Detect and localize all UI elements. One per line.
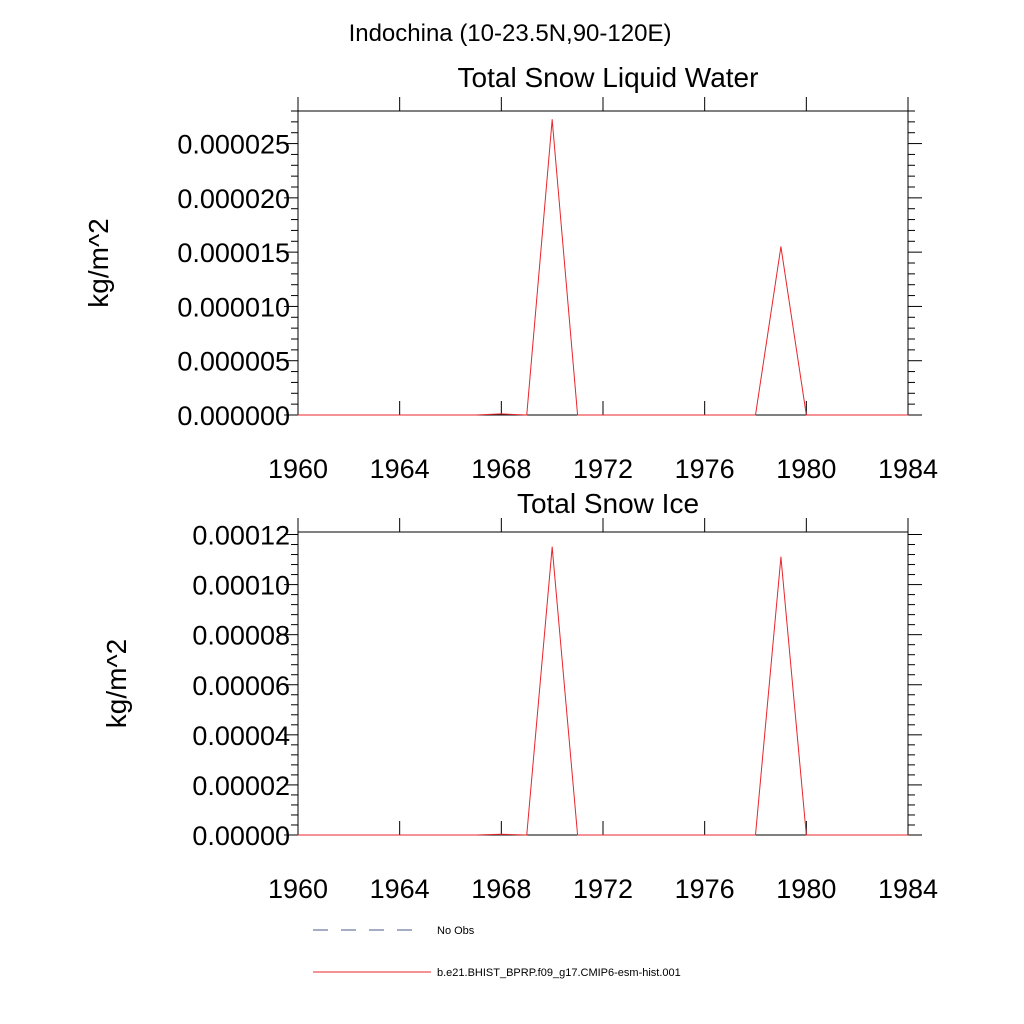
x-tick-label: 1972 [573, 874, 633, 904]
data-point [475, 414, 477, 416]
data-point [653, 834, 655, 836]
x-tick-label: 1976 [675, 454, 735, 484]
data-point [500, 413, 502, 415]
data-point [755, 414, 756, 416]
y-axis-label: kg/m^2 [83, 218, 114, 307]
data-point [729, 834, 731, 836]
data-point [805, 834, 807, 836]
legend-obs-label: No Obs [437, 925, 475, 937]
x-tick-label: 1984 [878, 454, 938, 484]
x-tick-label: 1964 [370, 454, 430, 484]
y-axis-label: kg/m^2 [101, 639, 132, 728]
x-tick-label: 1964 [370, 874, 430, 904]
legend-model-label: b.e21.BHIST_BPRP.f09_g17.CMIP6-esm-hist.… [437, 967, 681, 979]
data-point [882, 414, 884, 416]
legend: No Obs b.e21.BHIST_BPRP.f09_g17.CMIP6-es… [313, 925, 681, 979]
data-point [653, 414, 655, 416]
data-point [755, 834, 756, 836]
series-line [298, 546, 908, 836]
data-point [348, 414, 350, 416]
data-point [399, 834, 401, 836]
y-tick-label: 0.000020 [177, 184, 290, 214]
data-point [322, 414, 324, 416]
data-point [373, 414, 375, 416]
data-point [297, 414, 299, 416]
x-tick-label: 1976 [675, 874, 735, 904]
y-tick-label: 0.00004 [192, 721, 290, 751]
data-point [780, 246, 782, 248]
data-point [627, 834, 629, 836]
data-point [704, 414, 706, 416]
plot-frame [297, 110, 909, 416]
x-tick-label: 1984 [878, 874, 938, 904]
data-point [831, 834, 833, 836]
data-point [577, 834, 579, 836]
data-point [907, 834, 909, 836]
panel-title: Total Snow Liquid Water [458, 62, 759, 93]
data-point [805, 414, 807, 416]
data-point [678, 414, 680, 416]
data-point [704, 834, 706, 836]
data-point [678, 834, 680, 836]
data-point [577, 414, 579, 416]
data-point [907, 414, 909, 416]
data-point [322, 834, 324, 836]
data-point [856, 414, 858, 416]
data-point [399, 414, 401, 416]
data-point [424, 414, 426, 416]
data-point [475, 834, 477, 836]
x-tick-label: 1980 [776, 454, 836, 484]
x-tick-label: 1960 [268, 874, 328, 904]
y-tick-label: 0.00000 [192, 821, 290, 851]
data-point [526, 834, 528, 836]
x-tick-label: 1968 [471, 874, 531, 904]
data-point [551, 119, 553, 121]
data-point [831, 414, 833, 416]
plot-frame [297, 531, 909, 836]
x-tick-label: 1980 [776, 874, 836, 904]
y-tick-label: 0.000015 [177, 238, 290, 268]
x-tick-label: 1968 [471, 454, 531, 484]
data-point [373, 834, 375, 836]
data-point [780, 556, 782, 558]
y-tick-label: 0.00008 [192, 621, 290, 651]
data-point [450, 834, 451, 836]
y-tick-label: 0.00010 [192, 571, 290, 601]
y-tick-label: 0.000005 [177, 347, 290, 377]
data-point [526, 414, 528, 416]
y-tick-label: 0.000025 [177, 130, 290, 160]
panel-title: Total Snow Ice [517, 488, 699, 519]
data-point [602, 834, 604, 836]
data-point [627, 414, 629, 416]
x-tick-label: 1960 [268, 454, 328, 484]
figure-title: Indochina (10-23.5N,90-120E) [349, 20, 672, 47]
data-point [729, 414, 731, 416]
y-tick-label: 0.00002 [192, 771, 290, 801]
data-point [500, 833, 502, 835]
data-point [450, 414, 451, 416]
panel-snow-liquid-water: Total Snow Liquid Water kg/m^2 1960 1964 196… [83, 62, 938, 484]
data-point [882, 834, 884, 836]
x-tick-label: 1972 [573, 454, 633, 484]
y-tick-label: 0.000010 [177, 292, 290, 322]
data-point [856, 834, 858, 836]
data-point [551, 546, 553, 548]
data-point [424, 834, 426, 836]
y-tick-label: 0.00006 [192, 671, 290, 701]
data-point [297, 834, 299, 836]
data-point [348, 834, 350, 836]
y-tick-label: 0.00012 [192, 521, 290, 551]
y-tick-label: 0.000000 [177, 401, 290, 431]
series-line [298, 119, 908, 416]
data-point [602, 414, 604, 416]
panel-snow-ice: Total Snow Ice kg/m^2 1960 1964 1968 1972 1976… [101, 488, 938, 904]
